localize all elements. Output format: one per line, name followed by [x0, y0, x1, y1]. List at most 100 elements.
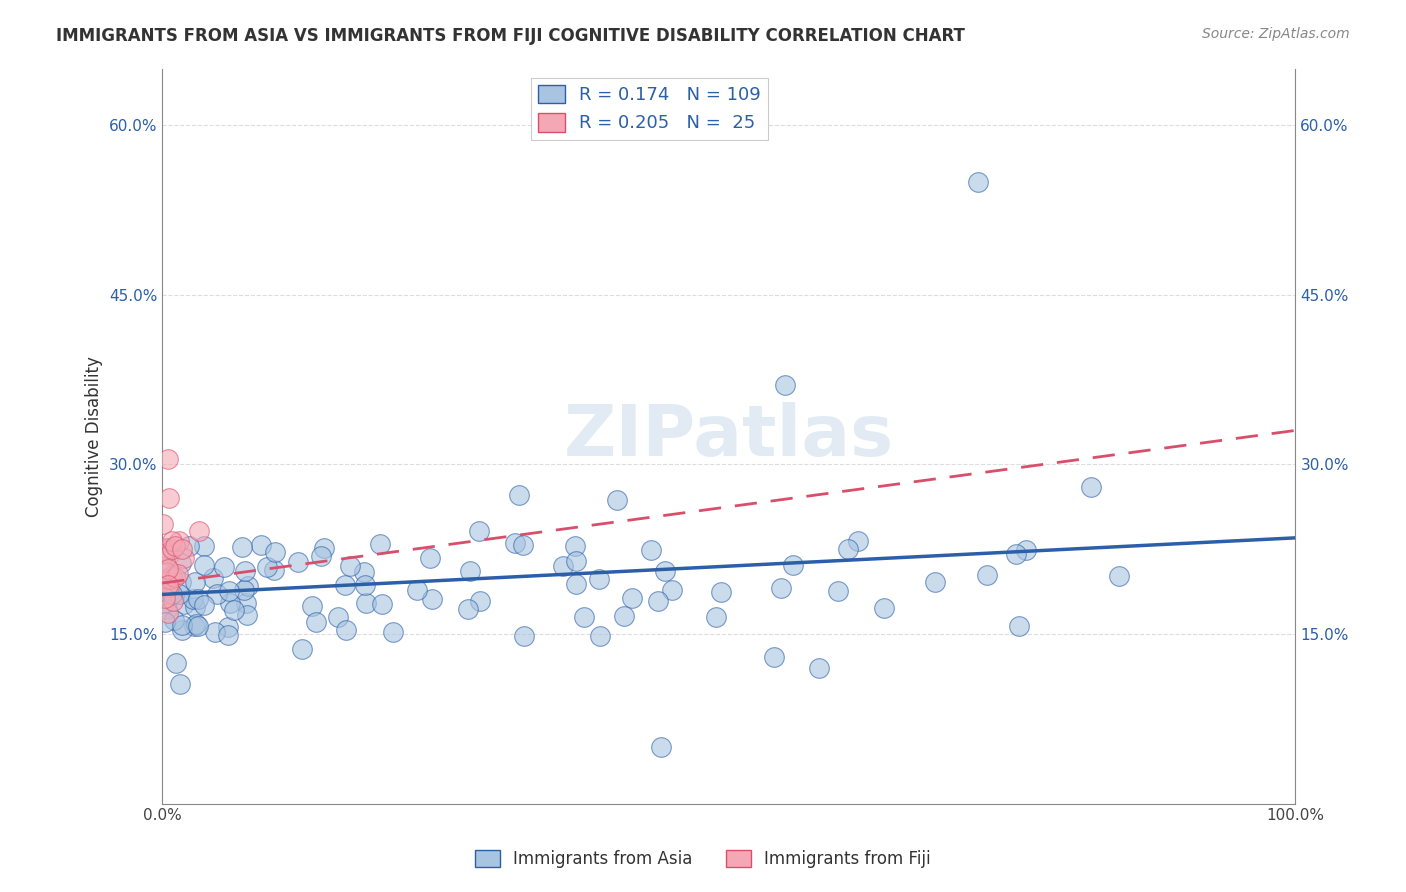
- Point: [704, 610, 727, 624]
- Point: [512, 538, 534, 552]
- Point: [160, 541, 183, 556]
- Point: [333, 578, 356, 592]
- Point: [155, 566, 177, 581]
- Point: [162, 594, 184, 608]
- Point: [155, 615, 177, 629]
- Point: [204, 625, 226, 640]
- Point: [236, 579, 259, 593]
- Text: Source: ZipAtlas.com: Source: ZipAtlas.com: [1202, 27, 1350, 41]
- Point: [159, 569, 181, 583]
- Point: [152, 574, 174, 589]
- Point: [314, 541, 336, 556]
- Point: [551, 559, 574, 574]
- Point: [356, 596, 378, 610]
- Point: [155, 602, 177, 616]
- Point: [1008, 619, 1031, 633]
- Point: [782, 558, 804, 573]
- Point: [157, 491, 180, 506]
- Point: [236, 608, 259, 623]
- Point: [371, 597, 394, 611]
- Point: [775, 378, 797, 392]
- Point: [301, 599, 323, 613]
- Point: [170, 556, 193, 570]
- Point: [606, 493, 628, 508]
- Point: [763, 649, 786, 664]
- Point: [837, 542, 859, 557]
- Point: [218, 583, 240, 598]
- Point: [328, 610, 350, 624]
- Point: [153, 596, 176, 610]
- Point: [1108, 569, 1130, 583]
- Point: [588, 572, 610, 586]
- Point: [160, 587, 183, 601]
- Point: [202, 571, 225, 585]
- Point: [468, 594, 491, 608]
- Point: [170, 618, 193, 632]
- Point: [152, 547, 174, 561]
- Point: [661, 583, 683, 598]
- Point: [613, 608, 636, 623]
- Point: [650, 740, 672, 755]
- Point: [155, 543, 177, 558]
- Point: [512, 629, 534, 643]
- Point: [165, 539, 187, 553]
- Legend: Immigrants from Asia, Immigrants from Fiji: Immigrants from Asia, Immigrants from Fi…: [468, 843, 938, 875]
- Point: [207, 587, 229, 601]
- Point: [184, 600, 207, 615]
- Point: [222, 603, 245, 617]
- Point: [167, 534, 190, 549]
- Point: [589, 629, 612, 643]
- Point: [420, 591, 443, 606]
- Point: [160, 534, 183, 549]
- Point: [155, 541, 177, 555]
- Point: [169, 575, 191, 590]
- Point: [339, 559, 361, 574]
- Point: [218, 596, 240, 610]
- Point: [967, 175, 990, 189]
- Point: [160, 569, 183, 583]
- Point: [353, 565, 375, 579]
- Point: [187, 524, 209, 538]
- Point: [249, 538, 271, 552]
- Point: [770, 581, 793, 595]
- Point: [170, 541, 193, 556]
- Point: [354, 578, 377, 592]
- Legend: R = 0.174   N = 109, R = 0.205   N =  25: R = 0.174 N = 109, R = 0.205 N = 25: [530, 78, 768, 140]
- Point: [193, 598, 215, 612]
- Point: [305, 615, 328, 629]
- Point: [165, 656, 187, 670]
- Point: [808, 661, 831, 675]
- Point: [335, 623, 357, 637]
- Point: [976, 568, 998, 582]
- Point: [172, 624, 194, 638]
- Point: [846, 534, 869, 549]
- Point: [647, 594, 669, 608]
- Point: [458, 564, 481, 578]
- Point: [217, 627, 239, 641]
- Point: [156, 562, 179, 576]
- Y-axis label: Cognitive Disability: Cognitive Disability: [86, 356, 103, 516]
- Point: [217, 620, 239, 634]
- Point: [710, 584, 733, 599]
- Point: [640, 543, 662, 558]
- Point: [564, 577, 586, 591]
- Point: [873, 601, 896, 615]
- Point: [232, 582, 254, 597]
- Point: [179, 539, 201, 553]
- Point: [1080, 480, 1102, 494]
- Point: [235, 597, 257, 611]
- Point: [212, 560, 235, 574]
- Point: [187, 619, 209, 633]
- Point: [1015, 542, 1038, 557]
- Point: [167, 567, 190, 582]
- Point: [287, 556, 309, 570]
- Point: [263, 563, 285, 577]
- Point: [233, 564, 256, 578]
- Point: [157, 580, 180, 594]
- Point: [827, 583, 849, 598]
- Point: [419, 550, 441, 565]
- Point: [654, 564, 676, 578]
- Point: [368, 536, 391, 550]
- Point: [508, 488, 530, 502]
- Point: [169, 677, 191, 691]
